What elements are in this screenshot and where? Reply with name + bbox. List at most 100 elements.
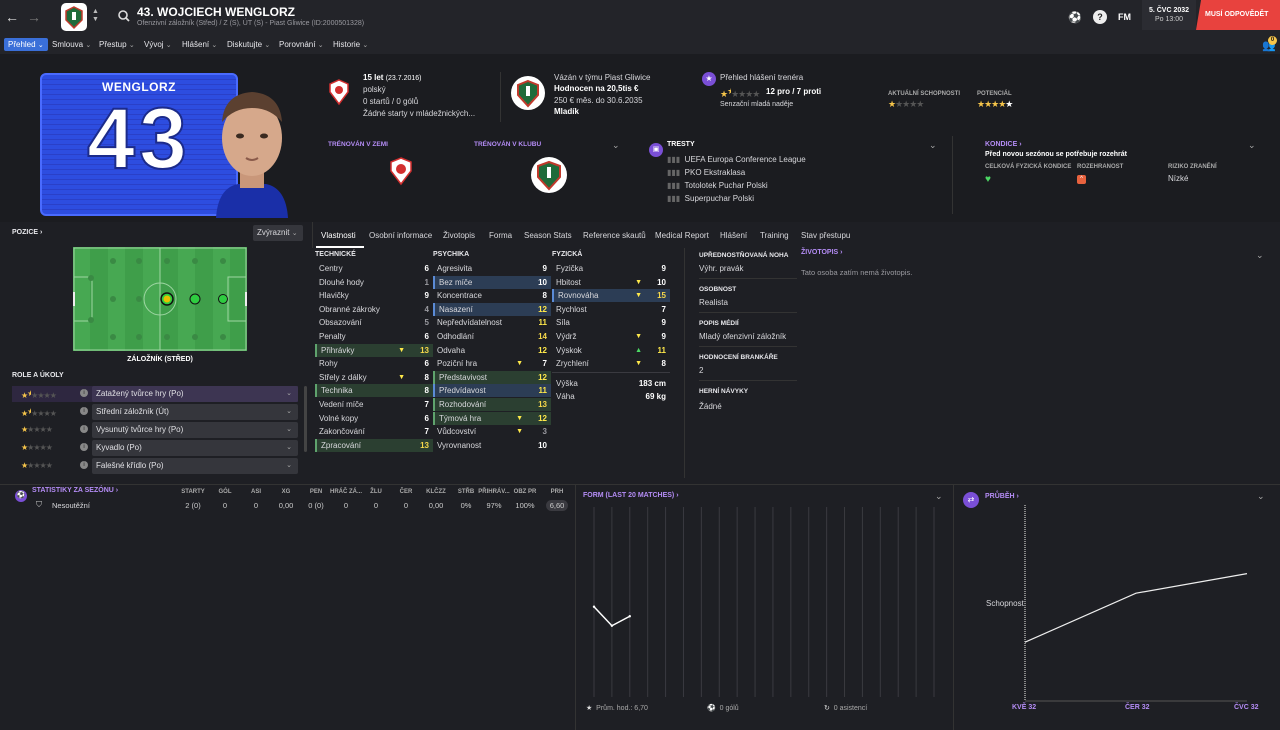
stats-column-header[interactable]: HRÁČ ZÁ... [330,489,362,495]
role-select[interactable]: Zatažený tvůrce hry (Po) ⌄ [92,386,298,402]
position-title[interactable]: POZICE › [12,229,43,236]
attribute-row[interactable]: Rozhodování 13 [433,398,551,411]
form-point[interactable] [592,605,596,608]
stats-column-header[interactable]: GÓL [218,489,232,495]
attribute-row[interactable]: Koncentrace 8 [433,289,551,302]
attribute-row[interactable]: Zrychlení ▼ 8 [552,357,670,370]
attribute-row[interactable]: Vedení míče 7 [315,398,433,411]
highlight-dropdown[interactable]: Zvýraznit ⌄ [253,225,303,241]
attribute-row[interactable]: Výskok ▲ 11 [552,344,670,357]
stats-column-header[interactable]: PEN [309,489,323,495]
attribute-row[interactable]: Výdrž ▼ 9 [552,330,670,343]
progress-expand-icon[interactable]: ⌄ [1257,491,1265,501]
attribute-row[interactable]: Síla 9 [552,316,670,329]
attribute-row[interactable]: Poziční hra ▼ 7 [433,357,551,370]
info-icon[interactable]: i [80,461,88,469]
tab-transfer-status[interactable]: Stav přestupu [801,231,851,240]
bio-expand-icon[interactable]: ⌄ [1256,250,1264,260]
info-icon[interactable]: i [80,389,88,397]
attribute-row[interactable]: Centry 6 [315,262,433,275]
tab-medical[interactable]: Medical Report [655,231,709,240]
role-select[interactable]: Střední záložník (Út) ⌄ [92,404,298,420]
stats-column-header[interactable]: XG [281,489,291,495]
attribute-row[interactable]: Penalty 6 [315,330,433,343]
attribute-row[interactable]: Rychlost 7 [552,303,670,316]
bans-expand-icon[interactable]: ⌄ [929,140,937,150]
stats-column-header[interactable]: OBZ PR [513,489,537,495]
youth-starts[interactable]: Žádné starty v mládežnických... [363,109,476,118]
role-select[interactable]: Kyvadlo (Po) ⌄ [92,440,298,456]
form-point[interactable] [610,624,614,627]
condition-expand-icon[interactable]: ⌄ [1248,140,1256,150]
help-icon[interactable]: ? [1093,10,1107,24]
attribute-row[interactable]: Odvaha 12 [433,344,551,357]
stats-column-header[interactable]: ŽLU [370,489,382,495]
attribute-row[interactable]: Obranné zákroky 4 [315,303,433,316]
attribute-row[interactable]: Týmová hra ▼ 12 [433,411,551,425]
role-select[interactable]: Falešné křídlo (Po) ⌄ [92,458,298,474]
tab-reports[interactable]: Hlášení [720,231,748,240]
stats-column-header[interactable]: STARTY [181,489,205,495]
info-icon[interactable]: i [80,443,88,451]
nav-transfer[interactable]: Přestup ⌄ [99,40,135,49]
stats-column-header[interactable]: ASI [250,489,261,495]
club-crest[interactable] [61,3,87,31]
attribute-row[interactable]: Hbitost ▼ 10 [552,276,670,289]
nav-compare[interactable]: Porovnání ⌄ [279,40,324,49]
fm-logo[interactable]: FM [1118,12,1131,22]
tab-scout-reports[interactable]: Reference skautů [583,231,646,240]
attribute-row[interactable]: Předvídavost 11 [433,384,551,398]
attribute-row[interactable]: Obsazování 5 [315,316,433,329]
continue-button[interactable]: MUSÍ ODPOVĚDĚT [1196,0,1280,30]
attribute-row[interactable]: Odhodlání 14 [433,330,551,343]
attribute-row[interactable]: Dlouhé hody 1 [315,276,433,289]
club-line[interactable]: Vázán v týmu Piast Gliwice [554,73,651,82]
search-icon[interactable] [117,9,131,23]
role-row[interactable]: ★★★★★★ i Zatažený tvůrce hry (Po) ⌄ [12,386,298,402]
stats-column-header[interactable]: PŘIHRÁV... [478,489,510,495]
attribute-row[interactable]: Vůdcovství ▼ 3 [433,425,551,438]
condition-title[interactable]: KONDICE › [985,141,1022,148]
progress-title[interactable]: PRŮBĚH › [985,493,1019,500]
ball-icon[interactable]: ⚽ [1068,11,1082,24]
tab-biography[interactable]: Životopis [443,231,476,240]
nav-development[interactable]: Vývoj ⌄ [144,40,172,49]
stats-column-header[interactable]: ČER [399,489,413,495]
attribute-row[interactable]: Bez míče 10 [433,275,551,289]
form-title[interactable]: FORM (LAST 20 MATCHES) › [583,492,679,499]
forward-arrow-icon[interactable]: → [27,9,41,25]
attribute-row[interactable]: Střely z dálky ▼ 8 [315,371,433,384]
tab-attributes[interactable]: Vlastnosti [321,231,356,240]
nav-reports[interactable]: Hlášení ⌄ [182,40,218,49]
attribute-row[interactable]: Rohy 6 [315,357,433,370]
tab-personal[interactable]: Osobní informace [369,231,433,240]
role-row[interactable]: ★★★★★ i Falešné křídlo (Po) ⌄ [12,458,298,474]
tab-form[interactable]: Forma [489,231,513,240]
nav-discuss[interactable]: Diskutujte ⌄ [227,40,271,49]
stats-column-header[interactable]: KLČZZ [426,489,446,495]
player-switch-icon[interactable]: ▲ ▼ [92,8,99,23]
stats-column-header[interactable]: STŘB [457,489,475,495]
tab-training[interactable]: Training [760,231,789,240]
role-row[interactable]: ★★★★★ i Vysunutý tvůrce hry (Po) ⌄ [12,422,298,438]
tab-season-stats[interactable]: Season Stats [524,231,572,240]
bio-title[interactable]: ŽIVOTOPIS › [801,249,843,256]
attribute-row[interactable]: Agresivita 9 [433,262,551,275]
attribute-row[interactable]: Přihrávky ▼ 13 [315,343,433,357]
attribute-row[interactable]: Zakončování 7 [315,425,433,438]
date-box[interactable]: 5. ČVC 2032 Po 13:00 [1142,0,1196,30]
role-select[interactable]: Vysunutý tvůrce hry (Po) ⌄ [92,422,298,438]
form-expand-icon[interactable]: ⌄ [935,491,943,501]
role-row[interactable]: ★★★★★★ i Střední záložník (Út) ⌄ [12,404,298,420]
attribute-row[interactable]: Technika 8 [315,384,433,398]
attribute-row[interactable]: Nasazení 12 [433,302,551,316]
back-arrow-icon[interactable]: ← [5,9,19,25]
attribute-row[interactable]: Vyrovnanost 10 [433,439,551,452]
attribute-row[interactable]: Rovnováha ▼ 15 [552,289,670,303]
info-icon[interactable]: i [80,407,88,415]
attribute-row[interactable]: Nepředvídatelnost 11 [433,316,551,329]
role-row[interactable]: ★★★★★ i Kyvadlo (Po) ⌄ [12,440,298,456]
attribute-row[interactable]: Hlavičky 9 [315,289,433,302]
season-stats-title[interactable]: STATISTIKY ZA SEZÓNU › [32,487,119,494]
nav-contract[interactable]: Smlouva ⌄ [52,40,92,49]
